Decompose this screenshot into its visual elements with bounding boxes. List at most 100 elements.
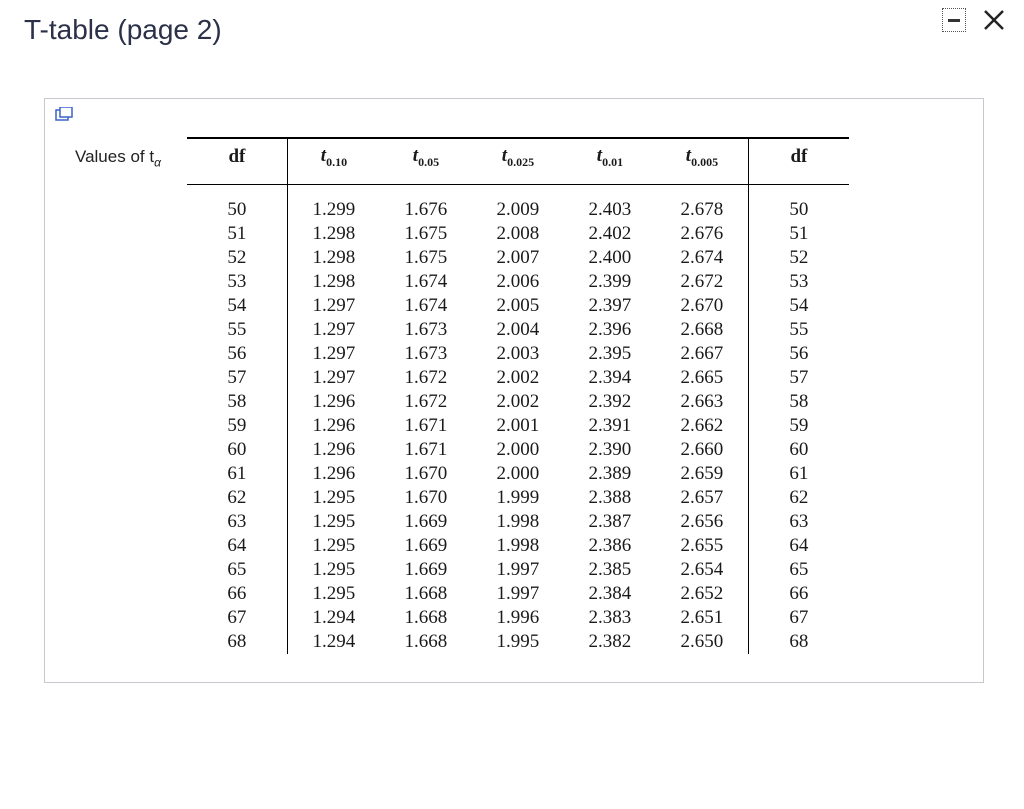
cell-value: 1.297 — [287, 318, 380, 342]
table-row: 581.2961.6722.0022.3922.66358 — [187, 390, 849, 414]
cell-value: 2.403 — [564, 184, 656, 222]
cell-value: 2.654 — [656, 558, 749, 582]
cell-df-left: 61 — [187, 462, 288, 486]
header-alpha-4: t0.005 — [656, 138, 749, 184]
cell-value: 2.676 — [656, 222, 749, 246]
cell-value: 1.296 — [287, 462, 380, 486]
cell-value: 1.668 — [380, 606, 472, 630]
cell-value: 2.006 — [472, 270, 564, 294]
cell-value: 2.382 — [564, 630, 656, 654]
header-df-left: df — [187, 138, 288, 184]
cell-value: 2.662 — [656, 414, 749, 438]
cell-value: 1.296 — [287, 414, 380, 438]
cell-value: 2.672 — [656, 270, 749, 294]
cell-value: 1.672 — [380, 390, 472, 414]
cell-value: 1.668 — [380, 630, 472, 654]
cell-value: 1.669 — [380, 534, 472, 558]
cell-value: 1.295 — [287, 534, 380, 558]
cell-value: 1.674 — [380, 294, 472, 318]
table-row: 501.2991.6762.0092.4032.67850 — [187, 184, 849, 222]
cell-value: 2.385 — [564, 558, 656, 582]
table-row: 671.2941.6681.9962.3832.65167 — [187, 606, 849, 630]
cell-value: 1.997 — [472, 582, 564, 606]
cell-value: 1.675 — [380, 246, 472, 270]
header-alpha-2: t0.025 — [472, 138, 564, 184]
table-row: 611.2961.6702.0002.3892.65961 — [187, 462, 849, 486]
cell-value: 2.674 — [656, 246, 749, 270]
cell-df-right: 58 — [748, 390, 849, 414]
cell-value: 2.395 — [564, 342, 656, 366]
cell-value: 1.297 — [287, 294, 380, 318]
cell-value: 1.998 — [472, 534, 564, 558]
table-row: 631.2951.6691.9982.3872.65663 — [187, 510, 849, 534]
cell-value: 2.389 — [564, 462, 656, 486]
table-row: 521.2981.6752.0072.4002.67452 — [187, 246, 849, 270]
cell-value: 2.008 — [472, 222, 564, 246]
cell-value: 2.400 — [564, 246, 656, 270]
cell-df-right: 62 — [748, 486, 849, 510]
cell-value: 1.297 — [287, 366, 380, 390]
cell-df-right: 54 — [748, 294, 849, 318]
table-row: 531.2981.6742.0062.3992.67253 — [187, 270, 849, 294]
cell-value: 2.397 — [564, 294, 656, 318]
values-label-subscript: α — [154, 155, 161, 169]
table-row: 601.2961.6712.0002.3902.66060 — [187, 438, 849, 462]
cell-df-left: 67 — [187, 606, 288, 630]
cell-value: 2.656 — [656, 510, 749, 534]
cell-value: 1.295 — [287, 510, 380, 534]
cell-value: 1.298 — [287, 270, 380, 294]
cell-value: 1.295 — [287, 582, 380, 606]
cell-df-left: 56 — [187, 342, 288, 366]
cell-df-right: 67 — [748, 606, 849, 630]
page-title: T-table (page 2) — [0, 0, 1024, 46]
cell-value: 2.394 — [564, 366, 656, 390]
cell-value: 1.295 — [287, 486, 380, 510]
cell-value: 1.998 — [472, 510, 564, 534]
cell-value: 1.298 — [287, 222, 380, 246]
table-row: 551.2971.6732.0042.3962.66855 — [187, 318, 849, 342]
table-row: 681.2941.6681.9952.3822.65068 — [187, 630, 849, 654]
cell-df-right: 66 — [748, 582, 849, 606]
cell-value: 2.655 — [656, 534, 749, 558]
cell-df-left: 55 — [187, 318, 288, 342]
header-alpha-1: t0.05 — [380, 138, 472, 184]
table-card: Values of tα df t0.10 t0.05 t0.025 t0.01… — [44, 98, 984, 683]
table-row: 511.2981.6752.0082.4022.67651 — [187, 222, 849, 246]
header-alpha-3: t0.01 — [564, 138, 656, 184]
cell-df-left: 57 — [187, 366, 288, 390]
header-df-right: df — [748, 138, 849, 184]
table-row: 561.2971.6732.0032.3952.66756 — [187, 342, 849, 366]
close-icon[interactable] — [982, 8, 1006, 32]
minimize-icon[interactable] — [942, 8, 966, 32]
cell-df-left: 51 — [187, 222, 288, 246]
cell-df-right: 56 — [748, 342, 849, 366]
table-row: 661.2951.6681.9972.3842.65266 — [187, 582, 849, 606]
table-row: 651.2951.6691.9972.3852.65465 — [187, 558, 849, 582]
cell-value: 1.669 — [380, 558, 472, 582]
cell-value: 2.402 — [564, 222, 656, 246]
cell-df-left: 50 — [187, 184, 288, 222]
cell-df-right: 60 — [748, 438, 849, 462]
table-row: 571.2971.6722.0022.3942.66557 — [187, 366, 849, 390]
cell-value: 1.675 — [380, 222, 472, 246]
cell-value: 1.671 — [380, 438, 472, 462]
cell-df-right: 61 — [748, 462, 849, 486]
cell-value: 1.296 — [287, 390, 380, 414]
cell-df-left: 66 — [187, 582, 288, 606]
cell-value: 1.668 — [380, 582, 472, 606]
cell-value: 1.674 — [380, 270, 472, 294]
cell-df-left: 52 — [187, 246, 288, 270]
cell-value: 2.007 — [472, 246, 564, 270]
cell-value: 2.391 — [564, 414, 656, 438]
cell-df-right: 55 — [748, 318, 849, 342]
cell-value: 1.299 — [287, 184, 380, 222]
cell-value: 1.996 — [472, 606, 564, 630]
cell-value: 2.002 — [472, 390, 564, 414]
table-body: 501.2991.6762.0092.4032.67850511.2981.67… — [187, 184, 849, 654]
cell-df-left: 63 — [187, 510, 288, 534]
popout-icon[interactable] — [55, 107, 73, 126]
values-label-prefix: Values of t — [75, 147, 154, 166]
cell-value: 2.000 — [472, 438, 564, 462]
cell-df-right: 65 — [748, 558, 849, 582]
cell-value: 1.296 — [287, 438, 380, 462]
